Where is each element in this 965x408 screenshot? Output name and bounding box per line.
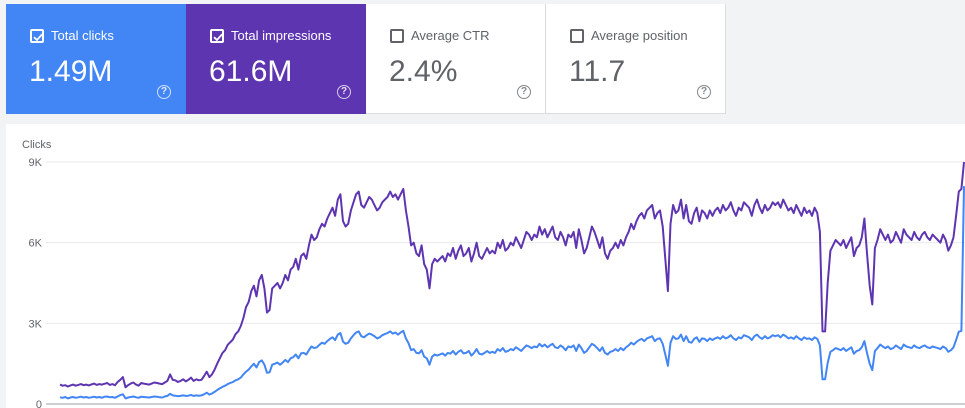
metric-cards: Total clicks 1.49M ? Total impressions 6… [6,4,726,114]
impressions-series-line [59,161,965,389]
checkbox-unchecked-icon[interactable] [390,29,404,43]
metric-label: Average CTR [411,28,490,43]
metric-label: Average position [591,28,688,43]
metric-value: 61.6M [209,55,293,88]
checkbox-checked-icon[interactable] [210,29,224,43]
y-tick-label: 0 [36,399,42,408]
clicks-series-line [59,186,965,400]
y-tick-label: 6K [29,238,43,250]
help-icon[interactable]: ? [517,85,531,99]
metric-label: Total impressions [231,28,332,43]
help-icon[interactable]: ? [337,85,351,99]
help-icon[interactable]: ? [697,85,711,99]
y-axis-title: Clicks [22,139,52,151]
checkbox-checked-icon[interactable] [30,29,44,43]
checkbox-unchecked-icon[interactable] [570,29,584,43]
metric-label: Total clicks [51,28,114,43]
metric-value: 1.49M [29,55,113,88]
metric-card-average-ctr[interactable]: Average CTR 2.4% ? [366,4,546,114]
metric-card-average-position[interactable]: Average position 11.7 ? [546,4,726,114]
metric-value: 11.7 [569,55,626,88]
metric-value: 2.4% [389,55,458,88]
help-icon[interactable]: ? [157,85,171,99]
metric-card-total-clicks[interactable]: Total clicks 1.49M ? [6,4,186,114]
series-lines [59,161,965,400]
chart-panel: Clicks 0 3K 6K 9K [6,124,965,408]
y-axis-ticks: 0 3K 6K 9K [29,157,43,408]
y-tick-label: 3K [29,318,43,330]
metric-card-total-impressions[interactable]: Total impressions 61.6M ? [186,4,366,114]
y-tick-label: 9K [29,157,43,169]
gridlines [46,161,965,405]
